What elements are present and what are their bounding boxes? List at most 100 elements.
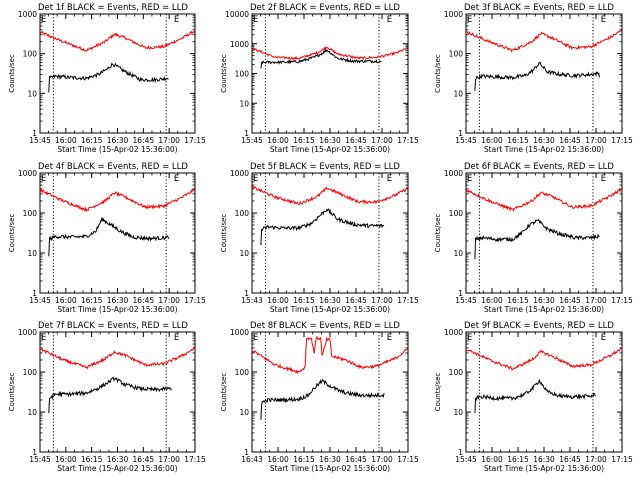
e-marker: E [41, 333, 46, 343]
x-tick-label: 16:45 [133, 296, 155, 305]
x-tick-label: 16:45 [345, 136, 367, 145]
series-lld-line [39, 346, 196, 370]
x-tick-label: 16:00 [267, 296, 289, 305]
e-marker: E [253, 333, 258, 343]
x-tick-label: 16:00 [267, 136, 289, 145]
panel-title: Det 5f BLACK = Events, RED = LLD [250, 162, 400, 172]
x-tick-label: 17:15 [611, 455, 633, 464]
x-tick-label: 15:45 [29, 136, 51, 145]
x-tick-label: 16:45 [345, 296, 367, 305]
x-tick-label: 17:00 [158, 296, 180, 305]
e-marker: E [387, 15, 392, 25]
x-tick-label: 16:30 [319, 136, 341, 145]
x-tick-label: 16:00 [481, 296, 503, 305]
x-tick-label: 15:45 [241, 136, 263, 145]
y-tick-label: 100 [235, 368, 250, 377]
e-marker: E [467, 174, 472, 184]
y-tick-label: 1 [244, 129, 249, 138]
e-marker: E [253, 15, 258, 25]
x-tick-label: 16:45 [559, 296, 581, 305]
y-tick-label: 1 [244, 289, 249, 298]
x-tick-label: 17:00 [158, 136, 180, 145]
panel-det-1: Det 1f BLACK = Events, RED = LLD 1 10 100 10… [8, 3, 206, 154]
y-tick-label: 1000 [230, 169, 249, 178]
axes-frame [251, 13, 409, 134]
x-tick-label: 16:15 [293, 296, 315, 305]
panel-title: Det 8f BLACK = Events, RED = LLD [250, 321, 400, 331]
panel-det-3: Det 3f BLACK = Events, RED = LLD 1 10 100 10… [434, 3, 633, 154]
x-tick-label: 16:45 [559, 136, 581, 145]
y-tick-label: 100 [449, 209, 464, 218]
y-tick-label: 10000 [225, 10, 249, 19]
y-tick-label: 1000 [444, 328, 463, 337]
x-tick-label: 16:30 [533, 136, 555, 145]
series-events-line [474, 61, 600, 91]
x-axis-label: Start Time (15-Apr-02 15:36:00) [484, 464, 604, 473]
x-tick-label: 16:30 [533, 296, 555, 305]
series-events-line [474, 218, 600, 260]
e-marker: E [467, 15, 472, 25]
x-axis-label: Start Time (15-Apr-02 15:36:00) [484, 305, 604, 314]
y-tick-label: 100 [235, 70, 250, 79]
x-tick-label: 16:30 [107, 296, 129, 305]
x-tick-label: 17:15 [184, 296, 206, 305]
x-axis-label: Start Time (15-Apr-02 15:36:00) [57, 464, 177, 473]
x-tick-label: 16:43 [241, 455, 263, 464]
series-lld-line [465, 29, 622, 53]
series-events-line [48, 62, 169, 93]
y-tick-label: 1000 [444, 10, 463, 19]
x-tick-label: 16:15 [293, 136, 315, 145]
y-axis-label: Counts/sec [220, 373, 228, 412]
panel-det-2: Det 2f BLACK = Events, RED = LLD 1 10 100 10… [220, 3, 419, 154]
e-marker: E [601, 333, 606, 343]
y-axis-label: Counts/sec [434, 373, 442, 412]
panel-det-6: Det 6f BLACK = Events, RED = LLD 1 10 100 10… [434, 162, 633, 314]
x-tick-label: 17:15 [611, 296, 633, 305]
axes-frame [39, 172, 196, 294]
axes-frame [39, 13, 196, 134]
series-lld-line [39, 29, 196, 52]
x-axis-label: Start Time (15-Apr-02 15:36:00) [484, 145, 604, 154]
y-tick-label: 10 [239, 408, 249, 417]
x-tick-label: 16:15 [507, 296, 529, 305]
y-tick-label: 100 [23, 209, 38, 218]
x-tick-label: 16:30 [107, 136, 129, 145]
y-tick-label: 1 [244, 448, 249, 457]
y-axis-label: Counts/sec [8, 54, 16, 93]
y-axis-label: Counts/sec [434, 214, 442, 253]
x-tick-label: 16:15 [81, 136, 103, 145]
e-marker: E [41, 15, 46, 25]
x-tick-label: 16:30 [533, 455, 555, 464]
x-axis-label: Start Time (15-Apr-02 15:36:00) [270, 145, 390, 154]
e-marker: E [41, 174, 46, 184]
e-marker: E [601, 174, 606, 184]
y-tick-label: 10 [453, 89, 463, 98]
series-lld-line [39, 187, 196, 213]
x-tick-label: 16:15 [507, 136, 529, 145]
x-tick-label: 17:15 [184, 455, 206, 464]
y-tick-label: 1000 [18, 328, 37, 337]
x-tick-label: 16:45 [559, 455, 581, 464]
y-tick-label: 1 [458, 289, 463, 298]
y-tick-label: 10 [453, 408, 463, 417]
panel-title: Det 9f BLACK = Events, RED = LLD [464, 321, 614, 331]
y-tick-label: 1 [458, 448, 463, 457]
x-tick-label: 17:00 [371, 296, 393, 305]
y-tick-label: 10 [453, 249, 463, 258]
y-tick-label: 100 [449, 368, 464, 377]
x-tick-label: 15:45 [455, 296, 477, 305]
panel-title: Det 6f BLACK = Events, RED = LLD [464, 162, 614, 172]
panel-title: Det 2f BLACK = Events, RED = LLD [250, 3, 400, 13]
x-tick-label: 16:00 [481, 455, 503, 464]
y-tick-label: 10 [27, 249, 37, 258]
y-tick-label: 1000 [444, 169, 463, 178]
x-axis-label: Start Time (15-Apr-02 15:36:00) [57, 145, 177, 154]
x-tick-label: 16:15 [81, 296, 103, 305]
y-axis-label: Counts/sec [8, 214, 16, 253]
axes-frame [39, 331, 196, 453]
e-marker: E [174, 15, 179, 25]
x-tick-label: 17:00 [585, 455, 607, 464]
x-tick-label: 17:15 [184, 136, 206, 145]
series-lld-line [251, 335, 408, 375]
x-tick-label: 17:15 [397, 455, 419, 464]
